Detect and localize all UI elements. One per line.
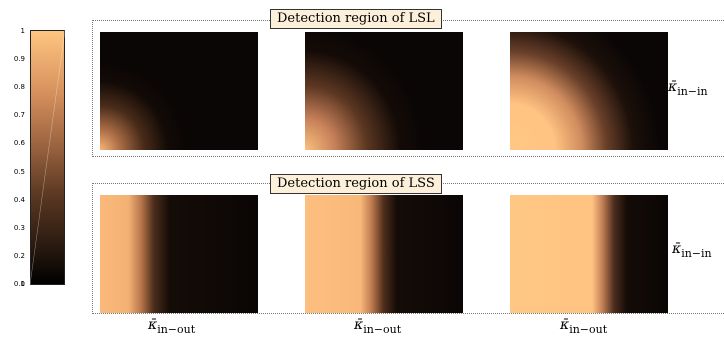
x-axis-label-3: κ̄in−out: [560, 317, 608, 336]
lsl-y-axis-label: κ̄in−in: [668, 79, 708, 98]
lsl-heatmap-3: [510, 32, 668, 150]
lss-y-axis-label: κ̄in−in: [672, 241, 712, 260]
colorbar-tick: 0.2: [13, 252, 25, 260]
colorbar-diagonal-line: [29, 29, 66, 286]
colorbar-tick: 0.6: [13, 139, 25, 147]
lsl-region-title: Detection region of LSL: [270, 9, 442, 29]
colorbar-tick: 1: [20, 27, 25, 35]
colorbar-tick: 0.3: [13, 224, 25, 232]
colorbar-tick: 0.9: [13, 55, 25, 63]
lsl-heatmap-2: [305, 32, 463, 150]
lss-heatmap-3: [510, 195, 668, 313]
lss-heatmap-1: [100, 195, 258, 313]
colorbar-tick: 0.7: [13, 111, 25, 119]
colorbar-tick: 0.4: [13, 196, 25, 204]
colorbar-tick-zero: 0: [20, 280, 25, 288]
colorbar-tick: 0.1: [13, 280, 25, 288]
colorbar-tick: 0.5: [13, 168, 25, 176]
colorbar-tick: 0.8: [13, 83, 25, 91]
lss-heatmap-2: [305, 195, 463, 313]
lss-region-title: Detection region of LSS: [270, 174, 442, 194]
x-axis-label-1: κ̄in−out: [148, 317, 196, 336]
lsl-heatmap-1: [100, 32, 258, 150]
x-axis-label-2: κ̄in−out: [354, 317, 402, 336]
